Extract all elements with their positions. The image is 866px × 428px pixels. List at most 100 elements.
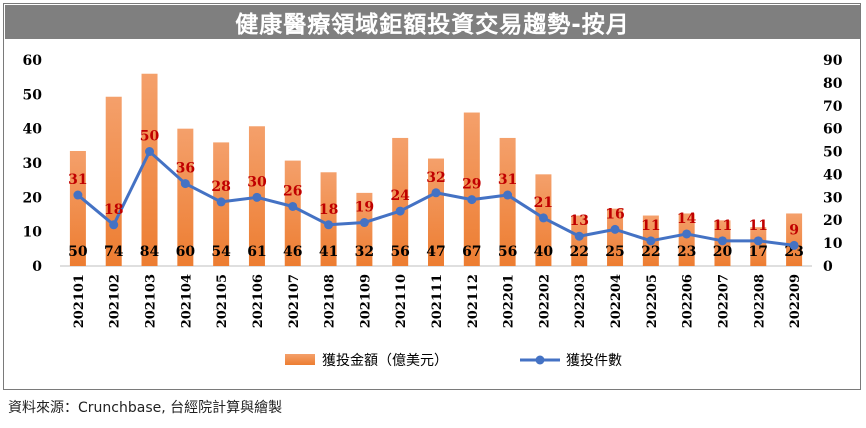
count-point-202102 (109, 220, 119, 230)
count-label-202209: 9 (789, 222, 799, 238)
count-label-202107: 26 (283, 183, 302, 199)
bar-label-202201: 56 (498, 244, 517, 260)
left-axis: 0 10 20 30 40 50 60 (23, 53, 43, 275)
count-label-202203: 13 (569, 213, 588, 229)
left-tick-0: 0 (32, 259, 42, 275)
bar-label-202110: 56 (390, 244, 409, 260)
count-label-202207: 11 (713, 218, 732, 234)
x-tick-202208: 202208 (752, 274, 767, 328)
bar-202107 (284, 160, 301, 266)
count-point-202108 (324, 220, 334, 230)
x-tick-202110: 202110 (394, 274, 409, 328)
x-tick-202101: 202101 (72, 274, 87, 328)
x-tick-202104: 202104 (179, 274, 194, 328)
bar-label-202101: 50 (68, 244, 88, 260)
count-point-202110 (395, 206, 405, 216)
title-bar: 健康醫療領域鉅額投資交易趨勢-按月 (5, 5, 860, 39)
count-point-202103 (145, 147, 155, 157)
count-point-202106 (252, 192, 262, 202)
bar-label-202106: 61 (247, 244, 266, 260)
source-note: 資料來源：Crunchbase, 台經院計算與繪製 (8, 400, 283, 416)
bar-label-202102: 74 (104, 244, 124, 260)
count-label-202106: 30 (247, 174, 267, 190)
bar-label-202111: 47 (426, 244, 445, 260)
left-tick-30: 30 (23, 156, 43, 172)
count-label-202202: 21 (534, 195, 553, 211)
x-tick-202102: 202102 (108, 274, 123, 328)
x-tick-202112: 202112 (466, 274, 481, 328)
count-point-202206 (682, 229, 692, 239)
right-tick-70: 70 (823, 99, 843, 115)
count-label-202110: 24 (390, 188, 410, 204)
x-tick-202107: 202107 (287, 274, 302, 328)
x-tick-202207: 202207 (716, 274, 731, 328)
count-point-202202 (538, 213, 548, 223)
bar-label-202103: 84 (140, 244, 160, 260)
bar-label-202205: 22 (641, 244, 660, 260)
count-point-202207 (717, 236, 727, 246)
x-tick-202105: 202105 (215, 274, 230, 328)
bar-202102 (105, 96, 122, 266)
x-tick-202202: 202202 (537, 274, 552, 328)
bar-label-202107: 46 (283, 244, 302, 260)
line-series (73, 147, 799, 250)
count-point-202208 (753, 236, 763, 246)
count-point-202109 (359, 218, 369, 228)
count-point-202209 (789, 240, 799, 250)
bar-202111 (428, 158, 444, 266)
right-tick-80: 80 (823, 76, 843, 92)
bar-202110 (392, 137, 409, 266)
count-label-202206: 14 (677, 211, 697, 227)
bar-202201 (499, 137, 516, 266)
right-tick-50: 50 (823, 145, 843, 161)
bar-label-202105: 54 (211, 244, 231, 260)
x-tick-202209: 202209 (788, 274, 803, 328)
bar-label-202112: 67 (462, 244, 481, 260)
bar-202104 (177, 128, 194, 266)
count-label-202101: 31 (68, 172, 87, 188)
x-tick-202204: 202204 (609, 274, 624, 328)
legend-line-marker (535, 355, 545, 365)
bar-202109 (356, 192, 373, 266)
bar-202206 (678, 213, 695, 266)
bar-data-labels: 50 74 84 60 54 61 46 41 32 56 47 67 56 40 22 25 22 23 20 17… (68, 244, 804, 260)
left-tick-10: 10 (23, 225, 43, 241)
x-tick-202111: 202111 (430, 274, 445, 328)
legend: 獲投金額（億美元） 獲投件數 (285, 353, 622, 369)
right-tick-40: 40 (823, 167, 843, 183)
left-tick-60: 60 (23, 53, 43, 69)
legend-bar-label: 獲投金額（億美元） (322, 353, 448, 369)
count-label-202204: 16 (605, 206, 624, 222)
bar-202203 (571, 215, 588, 266)
count-label-202205: 11 (641, 218, 660, 234)
bar-label-202104: 60 (176, 244, 196, 260)
left-tick-50: 50 (23, 87, 43, 103)
bar-label-202209: 23 (784, 244, 803, 260)
count-point-202204 (610, 224, 620, 234)
right-tick-20: 20 (823, 213, 843, 229)
right-tick-10: 10 (823, 236, 843, 252)
right-tick-60: 60 (823, 122, 843, 138)
x-tick-202203: 202203 (573, 274, 588, 328)
count-point-202105 (216, 197, 226, 207)
x-tick-202103: 202103 (144, 274, 159, 328)
right-tick-90: 90 (823, 53, 843, 69)
count-point-202205 (646, 236, 656, 246)
left-tick-40: 40 (23, 122, 43, 138)
bar-202108 (320, 172, 337, 266)
count-label-202105: 28 (211, 179, 230, 195)
bar-series (60, 73, 812, 267)
count-point-202112 (467, 195, 477, 205)
chart-title: 健康醫療領域鉅額投資交易趨勢-按月 (235, 12, 630, 38)
legend-bar-swatch (285, 354, 315, 365)
x-tick-202109: 202109 (358, 274, 373, 328)
bar-202204 (607, 208, 624, 266)
x-tick-202206: 202206 (681, 274, 696, 328)
count-label-202108: 18 (319, 202, 338, 218)
bar-label-202202: 40 (534, 244, 554, 260)
count-label-202201: 31 (498, 172, 517, 188)
count-point-202107 (288, 201, 298, 211)
count-point-202201 (503, 190, 513, 200)
bar-202101 (69, 150, 86, 266)
count-label-202111: 32 (426, 170, 445, 186)
